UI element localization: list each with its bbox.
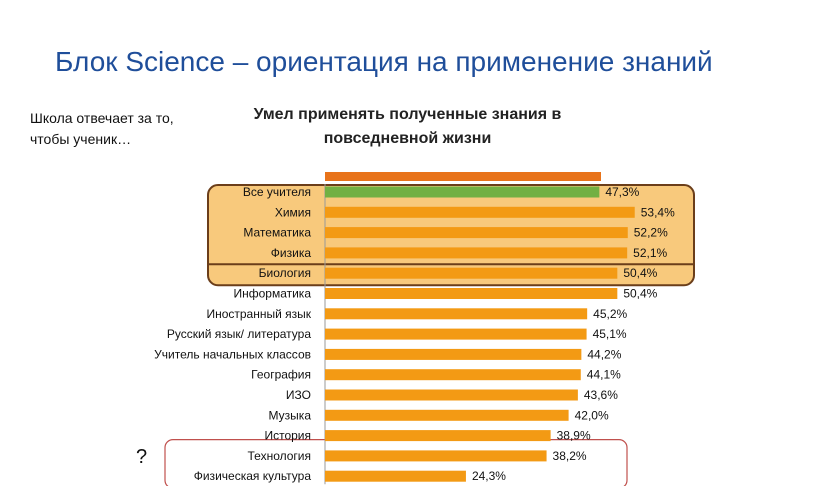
bar-0: [325, 186, 600, 198]
category-label-12: История: [264, 429, 311, 443]
bar-13: [325, 450, 547, 462]
bar-10: [325, 389, 578, 401]
question-mark: ?: [136, 446, 148, 468]
data-label-4: 50,4%: [623, 266, 657, 280]
bar-12: [325, 430, 551, 442]
category-label-1: Химия: [275, 205, 311, 219]
category-label-9: География: [251, 368, 311, 382]
bar-3: [325, 247, 628, 259]
bar-7: [325, 328, 587, 340]
category-label-6: Иностранный язык: [206, 307, 311, 321]
bar-6: [325, 308, 588, 320]
data-label-9: 44,1%: [587, 368, 621, 382]
category-label-13: Технология: [248, 449, 312, 463]
bar-8: [325, 348, 582, 360]
bar-4: [325, 267, 618, 279]
data-label-7: 45,1%: [593, 327, 627, 341]
bar-11: [325, 409, 569, 421]
category-label-10: ИЗО: [286, 388, 311, 402]
category-label-3: Физика: [271, 246, 312, 260]
category-label-14: Физическая культура: [194, 469, 312, 483]
bar-14: [325, 470, 466, 482]
data-label-6: 45,2%: [593, 307, 627, 321]
slide-title: Блок Science – ориентация на применение …: [55, 46, 713, 77]
category-label-8: Учитель начальных классов: [154, 347, 311, 361]
category-label-5: Информатика: [233, 287, 311, 301]
data-label-10: 43,6%: [584, 388, 618, 402]
data-label-2: 52,2%: [634, 226, 668, 240]
side-note: Школа отвечает за то, чтобы ученик…: [30, 110, 174, 147]
data-label-13: 38,2%: [553, 449, 587, 463]
chart-title: Умел применять полученные знания в повсе…: [253, 106, 562, 147]
data-label-14: 24,3%: [472, 469, 506, 483]
data-label-1: 53,4%: [641, 205, 675, 219]
data-label-0: 47,3%: [605, 185, 639, 199]
bar-9: [325, 369, 581, 381]
category-label-4: Биология: [259, 266, 311, 280]
bar-2: [325, 227, 628, 239]
data-label-3: 52,1%: [633, 246, 667, 260]
data-label-5: 50,4%: [623, 287, 657, 301]
data-label-12: 38,9%: [557, 429, 591, 443]
category-label-7: Русский язык/ литература: [167, 327, 311, 341]
category-label-2: Математика: [243, 226, 311, 240]
data-label-8: 44,2%: [587, 347, 621, 361]
category-label-0: Все учителя: [243, 185, 311, 199]
top-accent-bar: [325, 172, 601, 181]
category-label-11: Музыка: [269, 408, 312, 422]
data-label-11: 42,0%: [575, 408, 609, 422]
bar-1: [325, 206, 635, 218]
bar-5: [325, 288, 618, 299]
